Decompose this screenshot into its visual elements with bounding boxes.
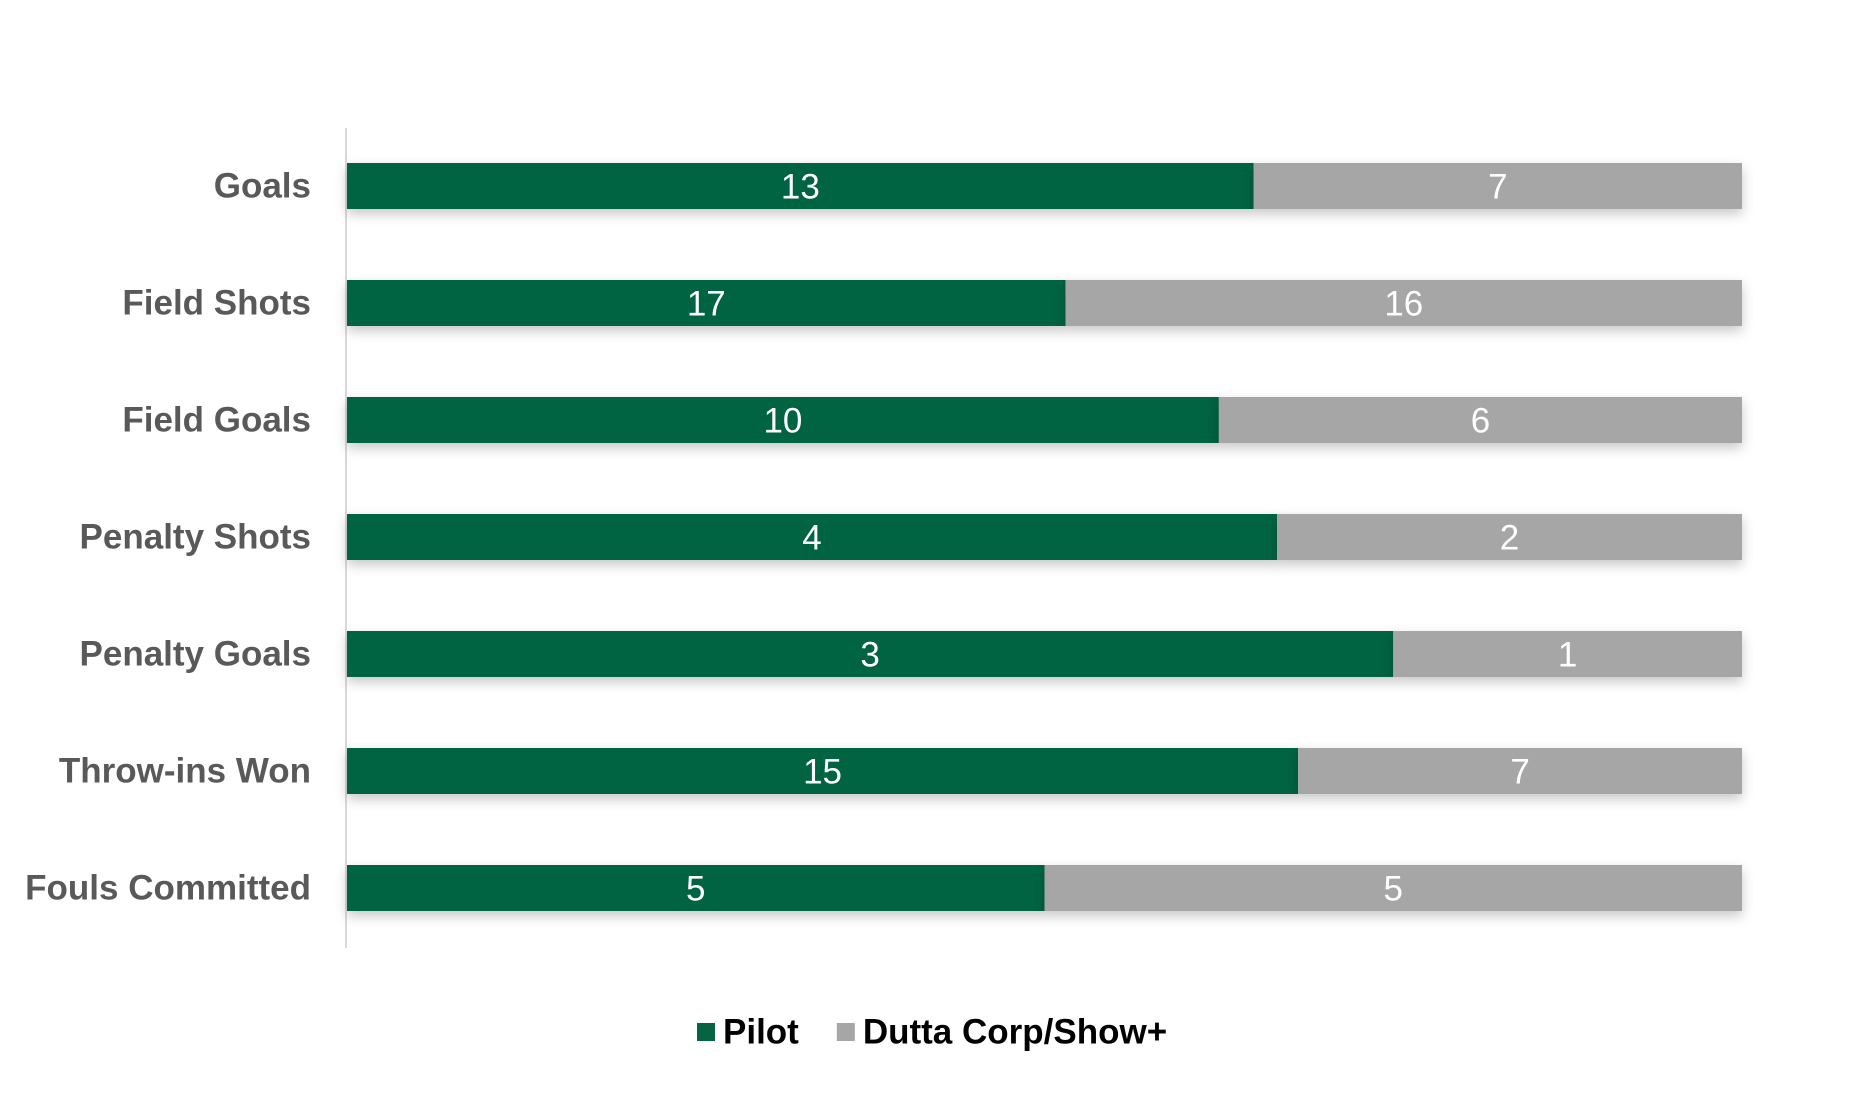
bar-dutta-corp-show-field-shots — [1065, 280, 1742, 326]
bar-pilot-field-goals — [347, 397, 1219, 443]
data-labels: 13 7 17 16 10 6 4 2 3 1 15 7 5 5 — [686, 168, 1577, 909]
bar-pilot-goals — [347, 163, 1254, 209]
category-label-field-goals: Field Goals — [122, 401, 311, 440]
data-label-dutta-corp-show-field-shots: 16 — [1384, 285, 1423, 324]
bar-dutta-corp-show-penalty-shots — [1277, 514, 1742, 560]
bar-dutta-corp-show-throw-ins-won — [1298, 748, 1742, 794]
category-label-throw-ins-won: Throw-ins Won — [59, 752, 311, 791]
legend-swatch-pilot — [697, 1023, 715, 1041]
data-label-pilot-penalty-goals: 3 — [860, 636, 879, 675]
category-label-penalty-shots: Penalty Shots — [80, 518, 311, 557]
data-label-pilot-throw-ins-won: 15 — [803, 753, 842, 792]
data-label-pilot-field-shots: 17 — [687, 285, 726, 324]
category-label-penalty-goals: Penalty Goals — [80, 635, 311, 674]
bar-pilot-throw-ins-won — [347, 748, 1299, 794]
bar-pilot-fouls-committed — [347, 865, 1045, 911]
legend-label-dutta-corp-show: Dutta Corp/Show+ — [863, 1013, 1167, 1052]
data-label-dutta-corp-show-goals: 7 — [1488, 168, 1507, 207]
data-label-pilot-fouls-committed: 5 — [686, 870, 705, 909]
bar-dutta-corp-show-fouls-committed — [1044, 865, 1742, 911]
category-axis-labels: Goals Field Shots Field Goals Penalty Shots… — [25, 167, 311, 908]
data-label-dutta-corp-show-penalty-shots: 2 — [1500, 519, 1519, 558]
category-label-fouls-committed: Fouls Committed — [25, 869, 311, 908]
data-label-pilot-penalty-shots: 4 — [802, 519, 821, 558]
bar-dutta-corp-show-goals — [1253, 163, 1742, 209]
data-label-dutta-corp-show-penalty-goals: 1 — [1558, 636, 1577, 675]
legend-label-pilot: Pilot — [723, 1013, 799, 1052]
data-label-dutta-corp-show-throw-ins-won: 7 — [1510, 753, 1529, 792]
bar-dutta-corp-show-penalty-goals — [1393, 631, 1742, 677]
category-label-goals: Goals — [214, 167, 311, 206]
legend: Pilot Dutta Corp/Show+ — [697, 1013, 1167, 1052]
bars-layer — [347, 163, 1742, 911]
data-label-pilot-goals: 13 — [781, 168, 820, 207]
data-label-dutta-corp-show-field-goals: 6 — [1471, 402, 1490, 441]
legend-swatch-dutta-corp-show — [836, 1023, 855, 1041]
data-label-pilot-field-goals: 10 — [763, 402, 802, 441]
bar-pilot-field-shots — [347, 280, 1066, 326]
bar-dutta-corp-show-field-goals — [1218, 397, 1742, 443]
category-label-field-shots: Field Shots — [122, 284, 311, 323]
data-label-dutta-corp-show-fouls-committed: 5 — [1384, 870, 1403, 909]
bar-pilot-penalty-goals — [347, 631, 1394, 677]
bar-pilot-penalty-shots — [347, 514, 1277, 560]
